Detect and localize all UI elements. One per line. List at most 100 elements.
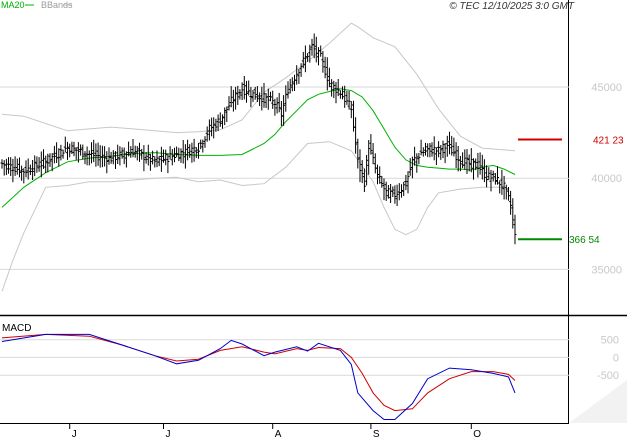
price-bar [9,157,13,177]
price-bar [349,101,353,119]
price-bar [310,38,314,56]
price-bar [96,142,100,166]
ma20-legend-label: MA20 [1,0,25,10]
price-bar [467,154,471,172]
price-bar [295,65,299,85]
price-bar [103,146,107,167]
price-bar [269,91,272,102]
price-bar [345,90,349,105]
price-bar [210,117,214,137]
price-bar [386,185,390,199]
price-bar [66,141,69,160]
price-bar [476,152,480,178]
price-bar [334,82,338,104]
price-bar [391,186,395,197]
price-bar [105,151,109,174]
price-bar [504,184,508,200]
price-bar [360,160,364,184]
price-bar [369,134,373,155]
price-bar [393,185,397,204]
price-bar [382,178,386,201]
price-bar [487,167,491,181]
price-bar [299,63,303,77]
price-bar [461,152,465,169]
price-bar [463,149,467,170]
price-bar [406,171,410,194]
price-bar [242,76,246,100]
price-bar [279,101,283,126]
bbands-legend-label: BBands [41,0,73,10]
price-bar [251,90,255,103]
bbands-lower [1,141,505,292]
price-bar [90,142,93,164]
price-bar [511,198,515,229]
price-bar [376,164,379,185]
macd-line [1,333,516,420]
price-bar [452,137,456,157]
price-bar [28,164,32,176]
price-bar [245,80,248,103]
target-low-label: 366 54 [569,235,600,246]
price-bar [197,142,200,159]
price-bar [312,33,316,59]
price-bar [18,157,21,178]
price-bar [306,53,310,62]
price-bar [15,158,19,175]
ma20-line [1,88,516,208]
price-bar [107,147,111,165]
price-bar [7,157,10,174]
price-bar [437,141,441,158]
price-bar [81,144,85,160]
price-bar [144,152,148,164]
price-bar [474,158,478,171]
price-bar [404,174,408,191]
price-bar [39,151,43,178]
price-bar [218,112,222,127]
price-bar [223,107,227,126]
price-bar [362,168,366,192]
price-bar [46,153,50,173]
price-bar [325,57,329,91]
price-bar [336,79,340,97]
price-bar [4,158,8,175]
price-bar [148,153,152,171]
price-bar [44,155,48,173]
price-bar [441,140,445,159]
price-bar [454,142,458,169]
price-bar [194,147,198,158]
price-bar [76,142,80,163]
price-bar [162,149,165,163]
price-bar [478,152,482,175]
price-bar [11,158,15,183]
price-bar [131,139,135,158]
price-bar [151,150,155,165]
macd-axis-labels: 500 0 -500 [597,335,619,383]
price-bar [118,146,122,166]
price-bar [400,184,403,198]
price-bar [142,145,146,172]
price-bar [35,156,39,173]
price-bar [70,141,74,154]
price-bar [166,153,170,174]
price-bar [199,139,203,150]
price-bar [288,78,292,94]
ma20-series [1,88,516,208]
price-bar [371,143,375,165]
price-bar [42,149,45,169]
price-bar [98,145,102,168]
price-bar [238,89,242,100]
price-bar [63,136,67,153]
price-bar [247,80,251,96]
price-bar [122,147,126,165]
price-bar [74,147,78,160]
price-bar [111,150,115,165]
price-bar [48,153,52,167]
price-bar [445,135,449,157]
price-bar [378,166,382,184]
price-bar [168,146,172,160]
price-bar [491,170,495,182]
price-bar [135,146,139,161]
price-bar [127,141,131,157]
price-bar [231,89,235,112]
